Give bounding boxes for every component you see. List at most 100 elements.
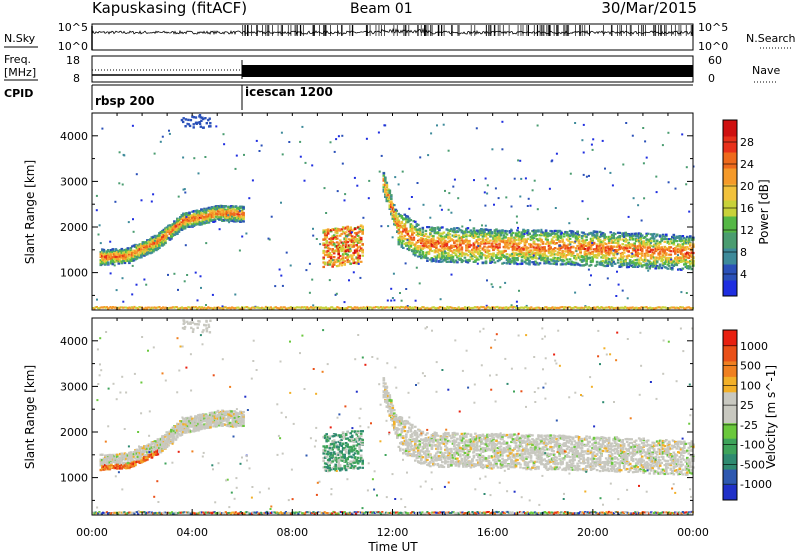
heatmap-cell xyxy=(684,259,688,262)
heatmap-cell xyxy=(197,220,200,223)
heatmap-cell xyxy=(661,250,665,254)
heatmap-cell xyxy=(402,246,405,249)
heatmap-cell xyxy=(420,237,423,240)
heatmap-cell xyxy=(663,262,667,265)
heatmap-cell xyxy=(686,265,689,268)
heatmap-cell xyxy=(355,238,358,241)
heatmap-cell xyxy=(531,257,534,260)
heatmap-cell xyxy=(191,210,194,213)
heatmap-cell xyxy=(537,263,540,266)
heatmap-cell xyxy=(328,241,331,244)
heatmap-cell xyxy=(176,219,179,222)
heatmap-cell xyxy=(382,174,386,177)
heatmap-cell xyxy=(454,239,458,242)
heatmap-cell xyxy=(625,234,629,237)
heatmap-cell xyxy=(540,255,543,258)
heatmap-cell xyxy=(534,254,537,258)
heatmap-cell xyxy=(496,260,500,263)
heatmap-cell xyxy=(517,239,521,242)
heatmap-cell xyxy=(668,253,671,256)
heatmap-cell xyxy=(234,208,238,211)
heatmap-cell xyxy=(393,214,396,217)
heatmap-cell xyxy=(331,235,334,238)
heatmap-cell xyxy=(651,233,654,236)
heatmap-cell xyxy=(231,216,235,219)
heatmap-cell xyxy=(224,217,227,220)
heatmap-cell xyxy=(541,254,545,257)
heatmap-cell xyxy=(496,246,500,249)
heatmap-cell xyxy=(628,263,632,267)
heatmap-cell xyxy=(649,242,652,245)
heatmap-cell xyxy=(138,256,142,259)
heatmap-cell xyxy=(129,249,133,252)
heatmap-cell xyxy=(475,232,479,235)
heatmap-cell xyxy=(504,249,507,253)
heatmap-cell xyxy=(384,177,387,180)
heatmap-cell xyxy=(391,209,395,212)
heatmap-cell xyxy=(448,260,452,263)
heatmap-cell xyxy=(561,256,564,259)
heatmap-cell xyxy=(433,251,437,254)
heatmap-cell xyxy=(517,242,521,245)
heatmap-cell xyxy=(126,257,130,260)
heatmap-cell xyxy=(179,220,182,224)
heatmap-cell xyxy=(447,246,450,249)
heatmap-cell xyxy=(612,232,615,235)
heatmap-cell xyxy=(642,264,645,267)
heatmap-cell xyxy=(444,242,447,245)
heatmap-cell xyxy=(556,254,560,257)
heatmap-cell xyxy=(601,264,605,267)
heatmap-cell xyxy=(494,187,497,190)
heatmap-cell xyxy=(412,243,416,246)
heatmap-cell xyxy=(123,250,127,253)
heatmap-cell xyxy=(356,241,360,244)
heatmap-cell xyxy=(237,211,241,214)
heatmap-cell xyxy=(242,217,245,220)
heatmap-cell xyxy=(523,244,527,247)
heatmap-cell xyxy=(174,306,177,308)
heatmap-cell xyxy=(261,306,264,309)
heatmap-cell xyxy=(219,215,223,218)
heatmap-cell xyxy=(456,246,459,249)
heatmap-cell xyxy=(350,255,354,258)
heatmap-cell xyxy=(525,259,528,262)
heatmap-cell xyxy=(296,306,299,309)
heatmap-cell xyxy=(678,243,682,246)
heatmap-cell xyxy=(201,220,205,224)
heatmap-cell xyxy=(616,249,620,252)
heatmap-cell xyxy=(600,240,603,244)
heatmap-cell xyxy=(597,245,600,248)
heatmap-cell xyxy=(141,253,145,256)
heatmap-cell xyxy=(400,231,404,234)
heatmap-cell xyxy=(308,291,311,294)
heatmap-cell xyxy=(322,249,325,252)
heatmap-cell xyxy=(583,248,587,251)
heatmap-cell xyxy=(180,228,184,231)
heatmap-cell xyxy=(129,251,133,254)
heatmap-cell xyxy=(444,247,447,250)
heatmap-cell xyxy=(147,240,151,243)
heatmap-cell xyxy=(589,240,593,243)
heatmap-cell xyxy=(427,154,430,157)
heatmap-cell xyxy=(674,252,677,255)
heatmap-cell xyxy=(450,273,453,276)
heatmap-cell xyxy=(158,242,161,245)
heatmap-cell xyxy=(180,218,184,221)
heatmap-cell xyxy=(586,244,590,247)
heatmap-cell xyxy=(182,216,185,220)
heatmap-cell xyxy=(388,207,392,210)
heatmap-cell xyxy=(491,148,494,151)
heatmap-cell xyxy=(672,235,676,238)
heatmap-cell xyxy=(186,213,190,216)
heatmap-cell xyxy=(423,234,426,237)
heatmap-cell xyxy=(365,137,368,140)
heatmap-cell xyxy=(393,209,396,212)
heatmap-cell xyxy=(607,240,611,243)
heatmap-cell xyxy=(628,238,632,241)
heatmap-cell xyxy=(502,240,506,243)
heatmap-cell xyxy=(228,213,232,216)
heatmap-cell xyxy=(627,250,630,253)
heatmap-cell xyxy=(683,260,686,263)
heatmap-cell xyxy=(436,231,440,234)
heatmap-cell xyxy=(475,251,479,254)
